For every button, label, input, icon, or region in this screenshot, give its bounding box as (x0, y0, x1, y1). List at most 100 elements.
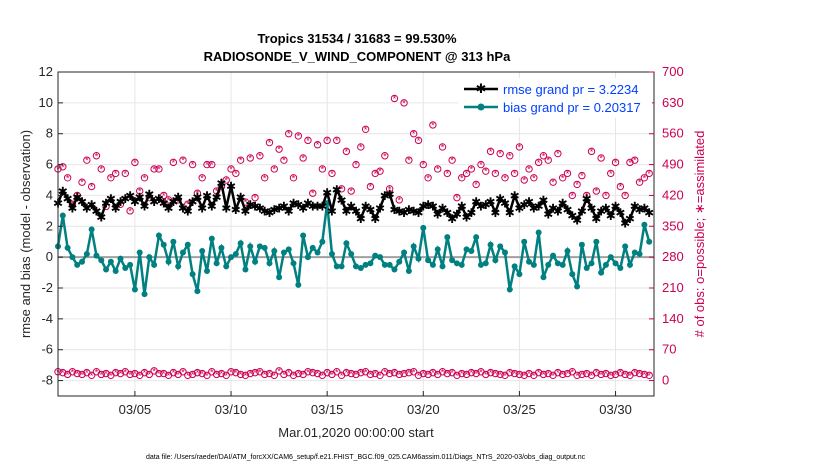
legend-rmse-label: rmse grand pr = 3.2234 (503, 82, 639, 97)
obs-count-marker: * (87, 182, 96, 192)
obs-assimilated-star: * (537, 158, 541, 168)
rmse-point: ✱ (313, 200, 323, 214)
obs-assimilated-star: * (422, 369, 426, 379)
obs-possible-circle (366, 370, 375, 379)
obs-count-marker: * (251, 368, 259, 378)
rmse-point: ✱ (188, 195, 198, 209)
x-axis-ticks: 03/05 03/10 03/15 03/20 03/25 03/30 (119, 391, 632, 417)
obs-possible-circle (645, 371, 653, 379)
obs-count-marker: * (208, 160, 216, 170)
obs-assimilated-star: * (143, 173, 147, 183)
rmse-point: ✱ (572, 214, 582, 228)
obs-assimilated-star: * (143, 368, 147, 378)
obs-assimilated-star: * (609, 169, 613, 179)
x-tick-label: 03/15 (311, 402, 344, 417)
obs-count-marker: * (486, 147, 495, 157)
y-right-tick-label: 420 (662, 187, 684, 202)
obs-assimilated-star: * (614, 370, 618, 380)
rmse-point: ✱ (380, 189, 390, 203)
obs-count-marker: * (150, 164, 158, 174)
obs-count-marker: * (592, 368, 601, 378)
rmse-point: ✱ (279, 200, 289, 214)
obs-assimilated-star: * (407, 368, 411, 378)
rmse-point: ✱ (111, 201, 121, 215)
legend-bias-marker (477, 103, 485, 111)
obs-possible-circle (299, 154, 307, 162)
obs-possible-circle (111, 368, 120, 377)
obs-possible-circle (419, 160, 427, 169)
obs-assimilated-star: * (152, 366, 156, 376)
obs-possible-circle (289, 371, 298, 379)
obs-count-marker: * (539, 370, 548, 380)
obs-count-marker: * (140, 173, 149, 183)
y-right-tick-label: 350 (662, 218, 684, 233)
obs-possible-circle (645, 169, 653, 178)
obs-possible-circle (270, 165, 278, 173)
rmse-point: ✱ (192, 190, 202, 204)
obs-possible-circle (68, 368, 77, 376)
obs-count-marker: * (549, 178, 557, 188)
rmse-point: ✱ (96, 211, 106, 225)
obs-possible-circle (578, 171, 586, 180)
obs-assimilated-star: * (614, 158, 618, 168)
obs-count-marker: * (409, 367, 418, 377)
obs-count-marker: * (506, 151, 514, 161)
obs-possible-circle (333, 368, 341, 376)
obs-assimilated-star: * (273, 164, 277, 174)
obs-count-marker: * (482, 167, 490, 177)
obs-assimilated-star: * (537, 368, 541, 378)
obs-assimilated-star: * (71, 367, 75, 377)
rmse-point: ✱ (63, 192, 73, 206)
rmse-point: ✱ (495, 192, 505, 206)
y-tick-label: 4 (46, 187, 53, 202)
obs-assimilated-star: * (104, 369, 108, 379)
bias-point (343, 240, 350, 247)
obs-possible-circle (472, 369, 480, 378)
obs-possible-circle (107, 174, 115, 182)
obs-assimilated-star: * (335, 136, 339, 146)
bias-point (502, 249, 508, 256)
obs-assimilated-star: * (172, 368, 176, 378)
obs-possible-circle (438, 368, 447, 376)
y-right-tick-label: 140 (662, 311, 684, 326)
obs-count-marker: * (188, 160, 197, 170)
obs-count-marker: * (405, 156, 413, 166)
obs-possible-circle (347, 187, 355, 195)
rmse-point: ✱ (125, 189, 135, 203)
y-axis-left-ticks: -8 -6 -4 -2 0 2 4 6 8 10 12 (39, 64, 63, 388)
obs-assimilated-star: * (124, 169, 128, 179)
obs-assimilated-star: * (80, 370, 84, 380)
obs-assimilated-star: * (508, 151, 512, 161)
bias-point (410, 243, 417, 250)
rmse-point: ✱ (601, 201, 611, 215)
obs-possible-circle (155, 165, 163, 173)
obs-assimilated-star: * (455, 371, 459, 381)
rmse-point: ✱ (442, 206, 452, 220)
y-axis-right-ticks: 0 70 140 210 280 350 420 490 560 630 700 (649, 64, 684, 388)
obs-assimilated-star: * (114, 169, 118, 179)
rmse-point: ✱ (519, 198, 529, 212)
series-line (56, 178, 651, 226)
obs-count-marker: * (309, 368, 317, 378)
obs-assimilated-star: * (609, 371, 613, 381)
obs-count-marker: * (472, 180, 480, 190)
obs-assimilated-star: * (345, 368, 349, 378)
obs-count-marker: * (318, 164, 327, 174)
bias-point (463, 246, 470, 253)
obs-count-marker: * (63, 173, 72, 183)
obs-count-marker: * (390, 94, 399, 104)
obs-possible-circle (525, 369, 533, 378)
obs-count-marker: * (429, 120, 437, 130)
obs-assimilated-star: * (575, 180, 579, 190)
bias-point (434, 246, 441, 253)
rmse-point: ✱ (130, 195, 140, 209)
bias-point (237, 240, 244, 247)
obs-assimilated-star: * (532, 173, 536, 183)
obs-assimilated-star: * (383, 367, 387, 377)
obs-possible-circle (554, 368, 562, 377)
rmse-point: ✱ (471, 195, 481, 209)
obs-assimilated-star: * (455, 193, 459, 203)
rmse-point: ✱ (586, 201, 596, 215)
obs-assimilated-star: * (628, 158, 632, 168)
obs-possible-circle (631, 156, 639, 164)
